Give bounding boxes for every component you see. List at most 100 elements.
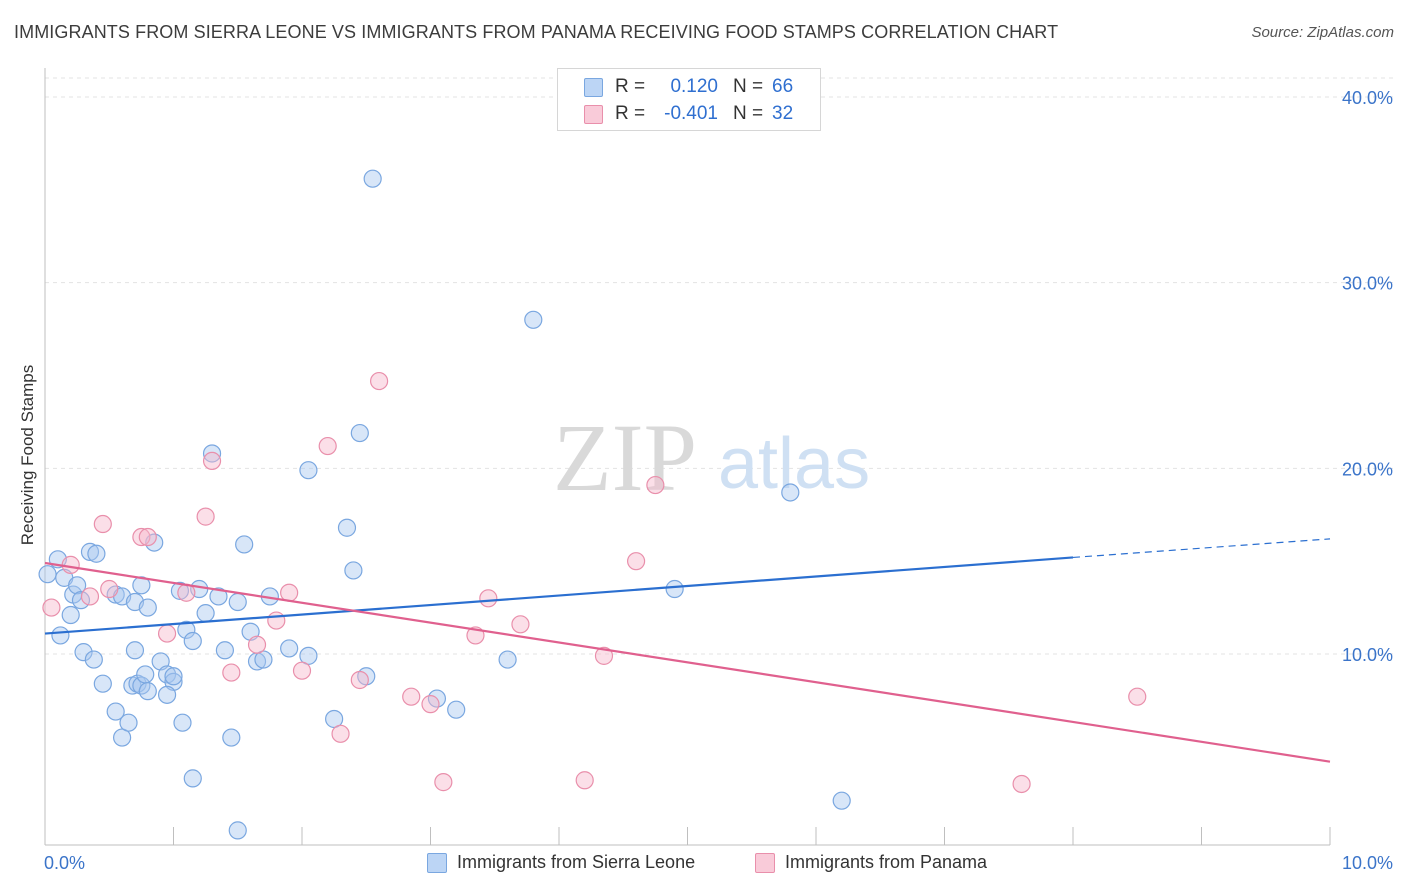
point-panama — [292, 661, 312, 680]
stats-swatch-sierra-leone — [584, 78, 603, 97]
tick-labels: 10.0% 20.0% 30.0% 40.0% 0.0% 10.0% — [44, 88, 1393, 873]
point-panama — [350, 670, 369, 690]
point-panama — [646, 475, 665, 495]
point-sierra-leone — [80, 542, 100, 561]
point-panama — [434, 773, 453, 792]
point-panama — [626, 552, 646, 571]
data-points — [38, 169, 1147, 840]
point-panama — [1128, 687, 1147, 706]
point-sierra-leone — [781, 483, 800, 502]
point-sierra-leone — [164, 667, 183, 686]
point-panama — [331, 724, 350, 743]
point-panama — [157, 624, 177, 643]
point-sierra-leone — [235, 535, 254, 554]
point-sierra-leone — [447, 700, 466, 719]
point-panama — [202, 451, 222, 471]
point-panama — [267, 611, 286, 630]
stats-r-value: -0.401 — [664, 103, 718, 124]
x-tick-label: 0.0% — [44, 853, 85, 873]
correlation-stats-box: R = 0.120 N = 66 R = -0.401 N = 32 — [557, 68, 821, 131]
point-panama — [479, 589, 498, 608]
point-sierra-leone — [173, 713, 192, 732]
point-panama — [132, 527, 151, 547]
stats-row-panama: R = -0.401 N = 32 — [558, 100, 820, 127]
trend-line-sierra-leone-extension — [1072, 538, 1331, 559]
point-panama — [575, 771, 594, 790]
x-tick-label: 10.0% — [1342, 853, 1393, 873]
trend-lines — [44, 538, 1331, 763]
point-panama — [80, 587, 100, 606]
point-panama — [100, 579, 119, 599]
legend-swatch-sierra-leone — [427, 853, 447, 873]
legend-swatch-panama — [755, 853, 775, 873]
point-sierra-leone — [157, 685, 177, 704]
trend-line-panama — [44, 561, 1331, 763]
point-sierra-leone — [196, 604, 215, 623]
stats-r-label: R = — [615, 76, 646, 97]
point-panama — [594, 646, 614, 665]
legend-label: Immigrants from Sierra Leone — [457, 852, 696, 872]
point-panama — [138, 527, 157, 547]
stats-n-value: 32 — [772, 103, 794, 124]
point-panama — [511, 615, 530, 634]
point-sierra-leone — [136, 665, 155, 684]
watermark-zip: ZIP — [553, 404, 697, 511]
point-sierra-leone — [183, 769, 202, 788]
point-panama — [42, 598, 61, 617]
stats-swatch-panama — [584, 105, 603, 124]
point-sierra-leone — [84, 650, 103, 669]
point-sierra-leone — [350, 423, 369, 443]
point-sierra-leone — [202, 444, 222, 463]
axes — [44, 68, 1331, 846]
stats-n-label: N = — [733, 76, 764, 97]
point-sierra-leone — [228, 821, 247, 840]
point-panama — [318, 436, 337, 456]
point-sierra-leone — [177, 620, 196, 639]
trend-line-sierra-leone — [44, 556, 1074, 635]
point-sierra-leone — [299, 461, 318, 480]
stats-row-sierra-leone: R = 0.120 N = 66 — [558, 73, 820, 100]
point-panama — [370, 371, 389, 391]
y-tick-label: 10.0% — [1342, 645, 1393, 665]
chart-title: IMMIGRANTS FROM SIERRA LEONE VS IMMIGRAN… — [14, 22, 1059, 42]
point-sierra-leone — [665, 579, 684, 599]
point-sierra-leone — [71, 591, 91, 610]
point-panama — [280, 583, 299, 602]
point-panama — [402, 687, 421, 706]
point-panama — [196, 507, 215, 526]
point-panama — [61, 555, 80, 574]
stats-n-value: 66 — [772, 76, 794, 97]
point-sierra-leone — [228, 592, 247, 612]
point-sierra-leone — [93, 674, 112, 693]
stats-r-label: R = — [615, 103, 646, 124]
point-sierra-leone — [183, 631, 202, 651]
point-sierra-leone — [498, 650, 517, 669]
point-panama — [1012, 774, 1031, 794]
point-panama — [247, 635, 267, 654]
point-sierra-leone — [61, 605, 80, 625]
source-label: Source: ZipAtlas.com — [1251, 24, 1394, 41]
point-sierra-leone — [138, 598, 157, 617]
point-sierra-leone — [51, 626, 70, 645]
watermark-atlas: atlas — [718, 424, 870, 504]
point-sierra-leone — [524, 310, 543, 329]
point-sierra-leone — [337, 518, 357, 537]
stats-r-value: 0.120 — [670, 76, 718, 97]
y-tick-label: 20.0% — [1342, 459, 1393, 479]
point-panama — [93, 514, 112, 534]
point-sierra-leone — [209, 587, 228, 606]
y-axis-label: Receiving Food Stamps — [18, 365, 37, 545]
point-sierra-leone — [170, 581, 190, 600]
point-sierra-leone — [132, 576, 151, 595]
point-sierra-leone — [222, 728, 241, 747]
point-sierra-leone — [344, 561, 363, 580]
point-sierra-leone — [363, 169, 382, 188]
y-tick-label: 40.0% — [1342, 88, 1393, 108]
point-sierra-leone — [74, 643, 93, 662]
point-sierra-leone — [157, 665, 177, 684]
gridlines — [45, 77, 1395, 655]
point-sierra-leone — [125, 641, 145, 660]
legend-label: Immigrants from Panama — [785, 852, 988, 872]
point-sierra-leone — [832, 791, 851, 810]
